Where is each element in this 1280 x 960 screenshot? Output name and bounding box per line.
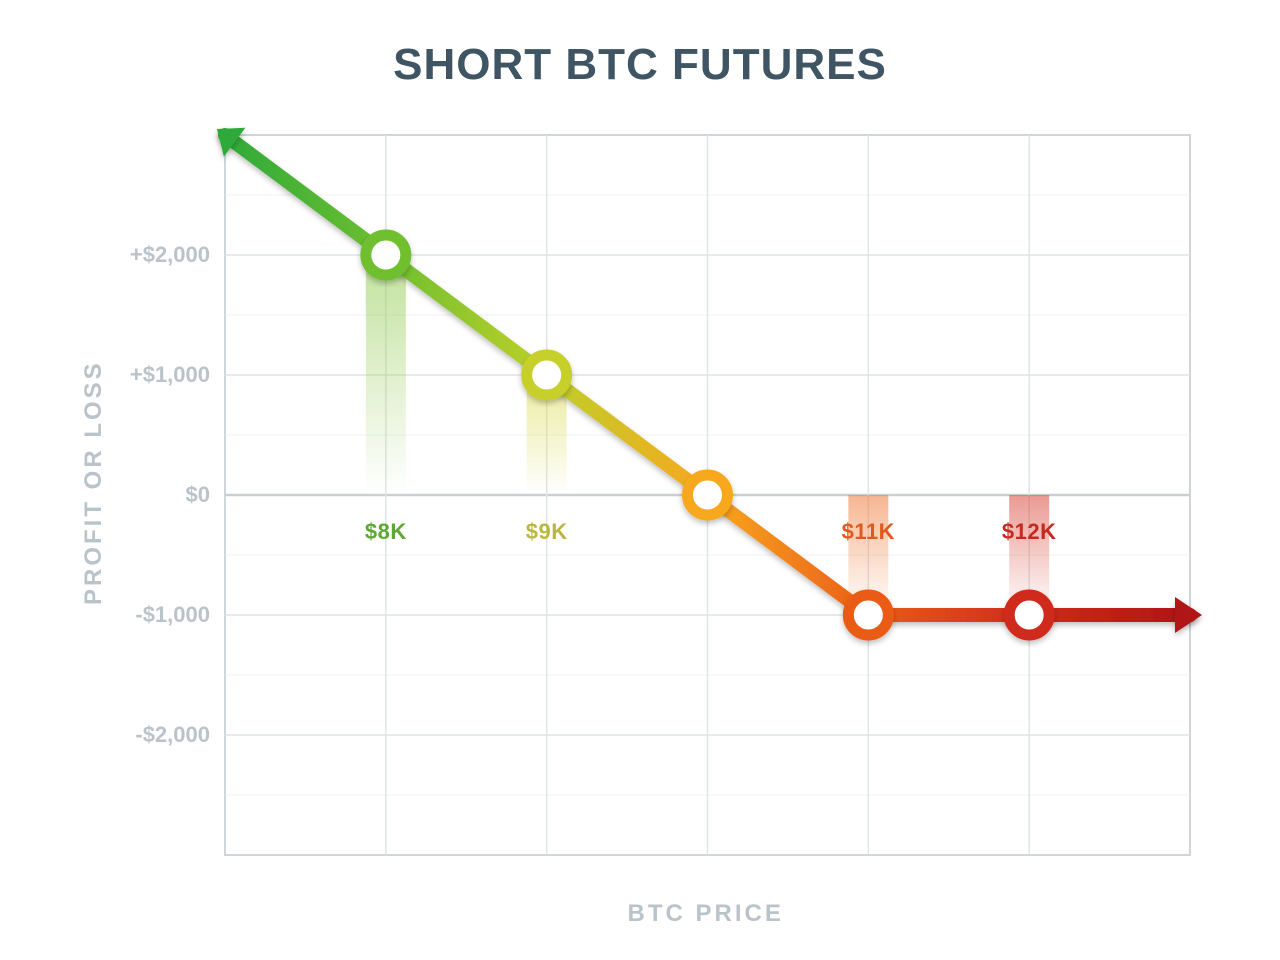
x-tick: $11K: [818, 519, 918, 545]
chart-svg: [0, 0, 1280, 960]
y-tick: +$2,000: [90, 242, 210, 268]
y-tick: -$1,000: [90, 602, 210, 628]
y-tick: -$2,000: [90, 722, 210, 748]
chart-container: SHORT BTC FUTURES PROFIT OR LOSS BTC PRI…: [0, 0, 1280, 960]
x-tick: $8K: [336, 519, 436, 545]
y-tick: +$1,000: [90, 362, 210, 388]
y-tick: $0: [90, 482, 210, 508]
x-tick: $9K: [497, 519, 597, 545]
x-tick: $12K: [979, 519, 1079, 545]
x-axis-label: BTC PRICE: [628, 900, 784, 928]
